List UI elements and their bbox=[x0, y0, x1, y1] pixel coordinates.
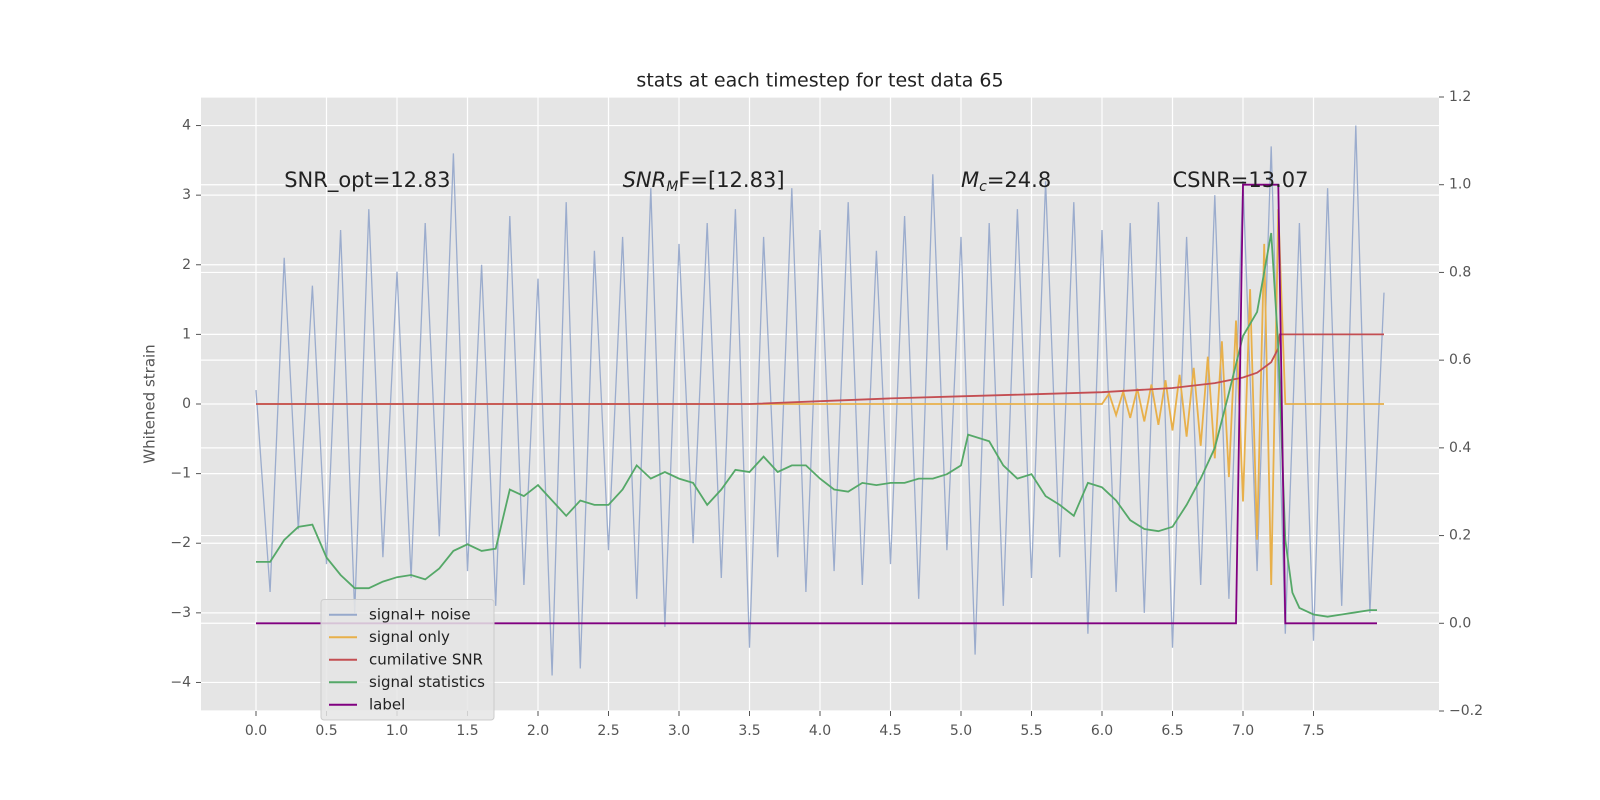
y2-tick-label: 0.0 bbox=[1449, 615, 1471, 631]
series-line bbox=[255, 125, 1385, 676]
legend-box bbox=[320, 599, 495, 721]
legend-label: signal statistics bbox=[369, 673, 485, 691]
y-tick-label: 1 bbox=[182, 326, 191, 342]
annotation-after: F=[12.83] bbox=[678, 168, 784, 192]
legend-label: signal only bbox=[369, 628, 450, 646]
x-tick-label: 5.0 bbox=[950, 723, 972, 739]
y2-tick-label: 0.4 bbox=[1449, 440, 1471, 456]
annotation-text: SNR_opt=12.83 bbox=[284, 168, 450, 193]
series-line bbox=[256, 183, 1377, 625]
y2-tick-label: 0.8 bbox=[1449, 264, 1471, 280]
y-tick-label: 0 bbox=[182, 396, 191, 412]
legend-label: signal+ noise bbox=[369, 605, 471, 623]
x-tick-label: 6.0 bbox=[1091, 723, 1113, 739]
x-tick-label: 4.5 bbox=[879, 723, 901, 739]
y2-tick-label: 1.0 bbox=[1449, 177, 1471, 193]
x-tick-label: 6.5 bbox=[1161, 723, 1183, 739]
x-tick-label: 7.5 bbox=[1302, 723, 1324, 739]
annotation-text: M bbox=[961, 168, 979, 192]
y-tick-label: −4 bbox=[170, 674, 191, 690]
annotation: CSNR=13.07 bbox=[1173, 168, 1309, 192]
y-axis-label: Whitened strain bbox=[141, 344, 159, 463]
legend-label: label bbox=[369, 695, 405, 713]
x-tick-label: 2.0 bbox=[527, 723, 549, 739]
x-tick-label: 7.0 bbox=[1232, 723, 1254, 739]
chart-title: stats at each timestep for test data 65 bbox=[636, 70, 1003, 92]
series-line bbox=[256, 209, 1384, 586]
series-line bbox=[256, 232, 1377, 618]
annotation-text: SNR bbox=[623, 168, 667, 192]
y2-tick-label: 0.6 bbox=[1449, 352, 1471, 368]
y2-tick-label: −0.2 bbox=[1449, 703, 1483, 719]
annotation-sub: M bbox=[666, 179, 678, 195]
x-tick-label: 0.0 bbox=[245, 723, 267, 739]
y-tick-label: 4 bbox=[182, 118, 191, 134]
annotation: Mc=24.8 bbox=[961, 168, 1051, 195]
annotation: SNR_opt=12.83 bbox=[284, 168, 450, 193]
annotation-sub: c bbox=[979, 179, 987, 195]
x-tick-label: 2.5 bbox=[597, 723, 619, 739]
y-tick-label: −2 bbox=[170, 535, 191, 551]
foreground: 0.0 0.5 1.0 1.5 2.0 2.5 3.0 3.5 4.0 4.5 5.0 5.5 6.0 6… bbox=[170, 89, 1483, 739]
annotation-after: =24.8 bbox=[987, 168, 1051, 192]
x-tick-label: 4.0 bbox=[809, 723, 831, 739]
y-tick-label: 2 bbox=[182, 257, 191, 273]
x-tick-label: 1.0 bbox=[386, 723, 408, 739]
y-tick-label: −3 bbox=[170, 605, 191, 621]
annotation: SNRMF=[12.83] bbox=[623, 168, 785, 195]
x-tick-label: 3.5 bbox=[738, 723, 760, 739]
x-tick-label: 1.5 bbox=[456, 723, 478, 739]
x-tick-label: 0.5 bbox=[315, 723, 337, 739]
y-tick-label: 3 bbox=[182, 187, 191, 203]
annotation-text: CSNR=13.07 bbox=[1173, 168, 1309, 192]
marks bbox=[255, 125, 1385, 676]
legend-label: cumilative SNR bbox=[369, 650, 483, 668]
series-line bbox=[256, 333, 1384, 405]
y2-tick-label: 1.2 bbox=[1449, 89, 1471, 105]
y2-tick-label: 0.2 bbox=[1449, 528, 1471, 544]
x-tick-label: 3.0 bbox=[668, 723, 690, 739]
y-tick-label: −1 bbox=[170, 466, 191, 482]
x-tick-label: 5.5 bbox=[1020, 723, 1042, 739]
